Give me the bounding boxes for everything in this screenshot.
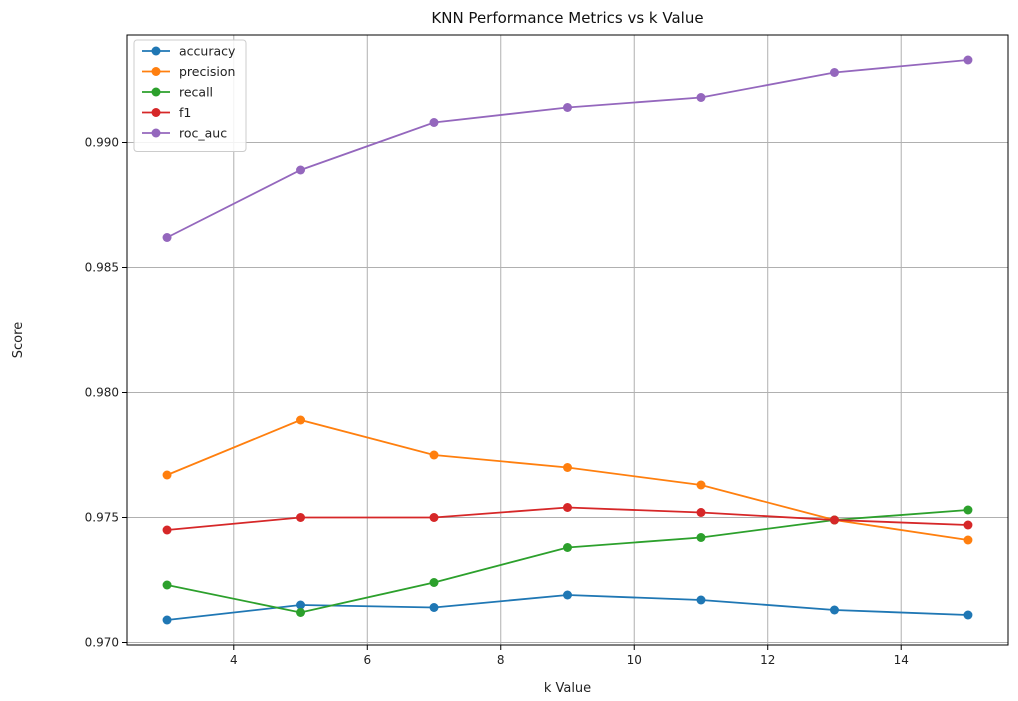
legend-label: f1 <box>179 105 191 120</box>
data-point <box>963 505 973 515</box>
data-point <box>963 55 973 65</box>
legend-label: precision <box>179 64 235 79</box>
data-point <box>563 503 572 512</box>
x-tick-label: 8 <box>497 653 505 667</box>
x-tick-label: 14 <box>894 653 909 667</box>
series-line <box>166 419 969 541</box>
y-tick-label: 0.985 <box>85 261 119 275</box>
data-point <box>162 525 172 535</box>
plot-frame <box>126 34 1009 646</box>
legend-box <box>133 39 247 152</box>
data-point <box>162 470 172 480</box>
x-axis-label: k Value <box>544 681 591 696</box>
legend-item: precision <box>142 64 235 79</box>
legend-label: accuracy <box>179 44 236 59</box>
data-point <box>296 513 306 522</box>
data-point <box>696 533 706 542</box>
data-point <box>696 480 706 490</box>
y-tick-label: 0.980 <box>85 386 119 400</box>
data-point <box>162 580 172 590</box>
legend-marker <box>151 108 161 117</box>
legend-label: recall <box>179 85 213 100</box>
data-point <box>563 103 572 112</box>
data-point <box>429 603 439 612</box>
data-point <box>829 515 839 525</box>
legend-label: roc_auc <box>179 126 227 141</box>
data-point <box>963 610 973 620</box>
x-axis-ticks: 4 6 8 10 12 14 <box>230 645 909 667</box>
legend-item: roc_auc <box>142 126 227 141</box>
y-tick-label: 0.970 <box>85 636 119 650</box>
x-tick-label: 4 <box>230 653 238 667</box>
legend-marker <box>151 46 161 56</box>
data-point <box>696 93 706 102</box>
series-line <box>166 59 969 239</box>
legend-marker <box>151 128 161 138</box>
data-point <box>563 543 572 552</box>
data-point <box>429 450 439 460</box>
data-point <box>963 520 973 530</box>
data-point <box>296 415 306 425</box>
series-layer <box>162 55 973 625</box>
data-point <box>563 590 572 600</box>
series-roc-auc <box>162 55 973 242</box>
legend-marker <box>151 67 161 76</box>
data-point <box>429 513 439 522</box>
x-tick-label: 10 <box>627 653 642 667</box>
legend-item: accuracy <box>142 44 236 59</box>
legend-item: f1 <box>142 105 191 120</box>
data-point <box>829 68 839 77</box>
chart-title: KNN Performance Metrics vs k Value <box>431 9 703 27</box>
data-point <box>829 605 839 615</box>
data-point <box>296 600 306 610</box>
x-tick-label: 12 <box>760 653 775 667</box>
grid-lines <box>127 35 1008 645</box>
data-point <box>296 165 306 175</box>
legend: accuracy precision recall f1 roc_auc <box>133 39 247 152</box>
data-point <box>963 535 973 545</box>
series-accuracy <box>162 590 973 625</box>
data-point <box>162 615 172 625</box>
series-precision <box>162 415 973 545</box>
data-point <box>563 463 572 472</box>
legend-marker <box>151 87 161 97</box>
data-point <box>696 508 706 517</box>
y-axis-label: Score <box>11 322 26 358</box>
x-tick-label: 6 <box>363 653 371 667</box>
data-point <box>696 595 706 605</box>
y-axis-ticks: 0.970 0.975 0.980 0.985 0.990 <box>85 136 127 650</box>
series-f1 <box>162 503 973 535</box>
y-tick-label: 0.975 <box>85 511 119 525</box>
data-point <box>296 608 306 617</box>
y-tick-label: 0.990 <box>85 136 119 150</box>
data-point <box>429 578 439 587</box>
legend-item: recall <box>142 85 213 100</box>
data-point <box>162 233 172 242</box>
data-point <box>429 118 439 127</box>
